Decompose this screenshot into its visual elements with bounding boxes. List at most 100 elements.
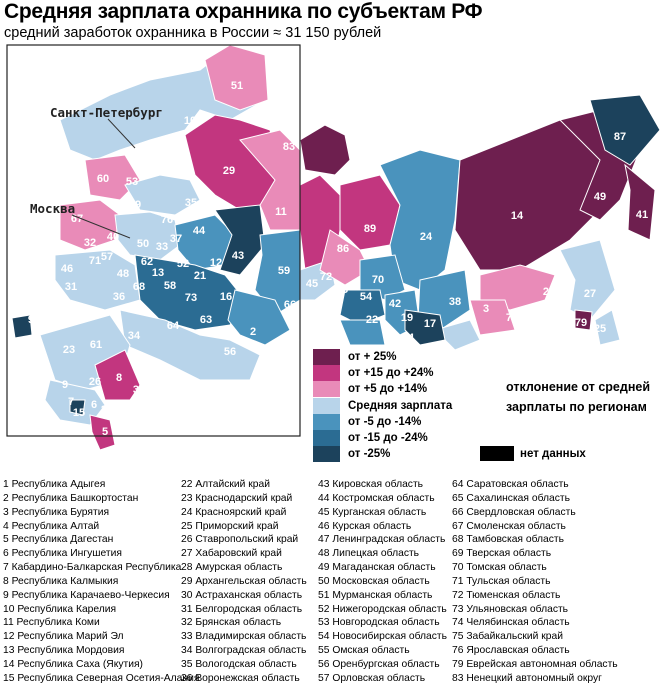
region-list-item: 26 Ставропольский край (181, 534, 299, 546)
region-number-label: 53 (126, 176, 138, 188)
region-list-item: 31 Белгородская область (181, 603, 303, 615)
region-list-item: 27 Хабаровский край (181, 548, 282, 560)
region-number-label: 15 (73, 407, 85, 419)
region-list-item: 49 Магаданская область (318, 562, 436, 574)
legend-row: от -15 до -24% (313, 430, 513, 447)
region-shape (94, 349, 141, 401)
region-list-item: 67 Смоленская область (452, 520, 566, 532)
legend-label: от +5 до +14% (348, 383, 428, 396)
region-number-label: 59 (278, 265, 290, 277)
region-number-label: 16 (220, 291, 232, 303)
legend-label: от -15 до -24% (348, 432, 428, 445)
region-number-label: 10 (184, 115, 196, 127)
region-shape (434, 319, 481, 351)
region-number-label: 29 (223, 165, 235, 177)
region-number-label: 44 (193, 225, 206, 237)
region-list-item: 8 Республика Калмыкия (3, 575, 119, 587)
region-number-label: 60 (97, 173, 109, 185)
region-list-item: 1 Республика Адыгея (3, 479, 106, 490)
region-shape (119, 309, 261, 381)
region-number-label: 1 (47, 368, 53, 380)
region-list-item: 55 Омская область (318, 645, 410, 657)
spb-pointer-line (107, 118, 136, 149)
region-number-label: 21 (194, 270, 206, 282)
region-shape (134, 254, 246, 331)
region-list-item: 15 Республика Северная Осетия-Алания (3, 672, 200, 684)
region-list-item: 25 Приморский край (181, 520, 279, 532)
legend-row: от -25% (313, 446, 513, 463)
region-number-label: 37 (170, 233, 182, 245)
region-list-item: 9 Республика Карачаево-Черкесия (3, 589, 170, 601)
region-number-label: 20 (101, 404, 113, 416)
region-number-label: 3 (483, 303, 489, 315)
region-shape (11, 314, 33, 339)
region-number-label: 65 (614, 276, 626, 288)
region-number-label: 69 (129, 199, 141, 211)
region-number-label: 11 (275, 206, 287, 218)
region-shape (227, 289, 291, 346)
region-list-item: 7 Кабардино-Балкарская Республика (3, 562, 182, 574)
legend-label: от -5 до -14% (348, 415, 422, 428)
region-number-label: 27 (584, 288, 596, 300)
region-list-item: 45 Курганская область (318, 506, 427, 518)
region-number-label: 39 (39, 149, 51, 161)
region-shape (214, 204, 266, 276)
region-list-item: 22 Алтайский край (181, 479, 270, 490)
no-data-swatch (480, 446, 514, 461)
no-data-legend: нет данных (480, 446, 586, 461)
region-list-item: 69 Тверская область (452, 548, 552, 560)
legend-note: отклонение от средней зарплаты по регион… (506, 380, 651, 414)
legend-row: от +15 до +24% (313, 365, 513, 382)
region-number-label: 8 (116, 372, 122, 384)
region-number-label: 89 (364, 223, 376, 235)
region-list-item: 57 Орловская область (318, 672, 426, 684)
regions-column-4: 64 Саратовская область 65 Сахалинская обл… (452, 478, 618, 686)
region-list-item: 76 Ярославская область (452, 645, 570, 657)
region-number-label: 73 (185, 292, 197, 304)
moscow-pointer-line (71, 214, 131, 239)
legend-label: от -25% (348, 448, 391, 461)
region-list-item: 5 Республика Дагестан (3, 534, 114, 546)
region-number-label: 32 (84, 237, 96, 249)
region-number-label: 23 (63, 344, 75, 356)
region-number-label: 70 (372, 274, 384, 286)
region-shape (89, 414, 116, 451)
region-shape (124, 174, 201, 216)
region-number-label: 7 (68, 396, 74, 408)
region-list-item: 70 Томская область (452, 562, 547, 574)
region-number-label: 19 (401, 312, 413, 324)
region-list-item: 10 Республика Карелия (3, 603, 117, 615)
region-number-label: 2 (250, 326, 256, 338)
region-list-item: 74 Челябинская область (452, 617, 570, 629)
region-list-item: 79 Еврейская автономная область (452, 658, 618, 670)
region-shape (54, 249, 141, 311)
regions-column-1: 1 Республика Адыгея 2 Республика Башкорто… (3, 478, 199, 686)
region-shape (239, 129, 301, 231)
region-list-item: 28 Амурская область (181, 562, 283, 574)
region-number-label: 62 (141, 256, 153, 268)
region-number-label: 24 (420, 231, 433, 243)
city-label-moscow: Москва (30, 201, 75, 216)
region-number-label: 48 (117, 268, 129, 280)
no-data-label: нет данных (520, 447, 586, 460)
region-number-label: 40 (107, 231, 119, 243)
legend-label: от +15 до +24% (348, 367, 434, 380)
region-shape (319, 229, 371, 286)
legend-row: Средняя зарплата (313, 397, 513, 414)
region-number-label: 28 (543, 286, 555, 298)
region-number-label: 45 (306, 278, 318, 290)
region-number-label: 83 (283, 141, 295, 153)
region-number-label: 46 (61, 263, 73, 275)
legend-swatch (313, 413, 340, 430)
region-number-label: 56 (224, 346, 236, 358)
legend-swatch (313, 365, 340, 382)
legend-row: от + 25% (313, 349, 513, 366)
legend-label: Средняя зарплата (348, 399, 453, 412)
region-list-item: 44 Костромская область (318, 492, 435, 504)
region-list-item: 56 Оренбургская область (318, 658, 440, 670)
region-list-item: 11 Республика Коми (3, 617, 100, 629)
map-title: Средняя зарплата охранника по субъектам … (4, 0, 483, 23)
region-list-item: 54 Новосибирская область (318, 631, 448, 643)
region-number-label: 72 (320, 271, 332, 283)
region-list-item: 34 Волгоградская область (181, 645, 307, 657)
